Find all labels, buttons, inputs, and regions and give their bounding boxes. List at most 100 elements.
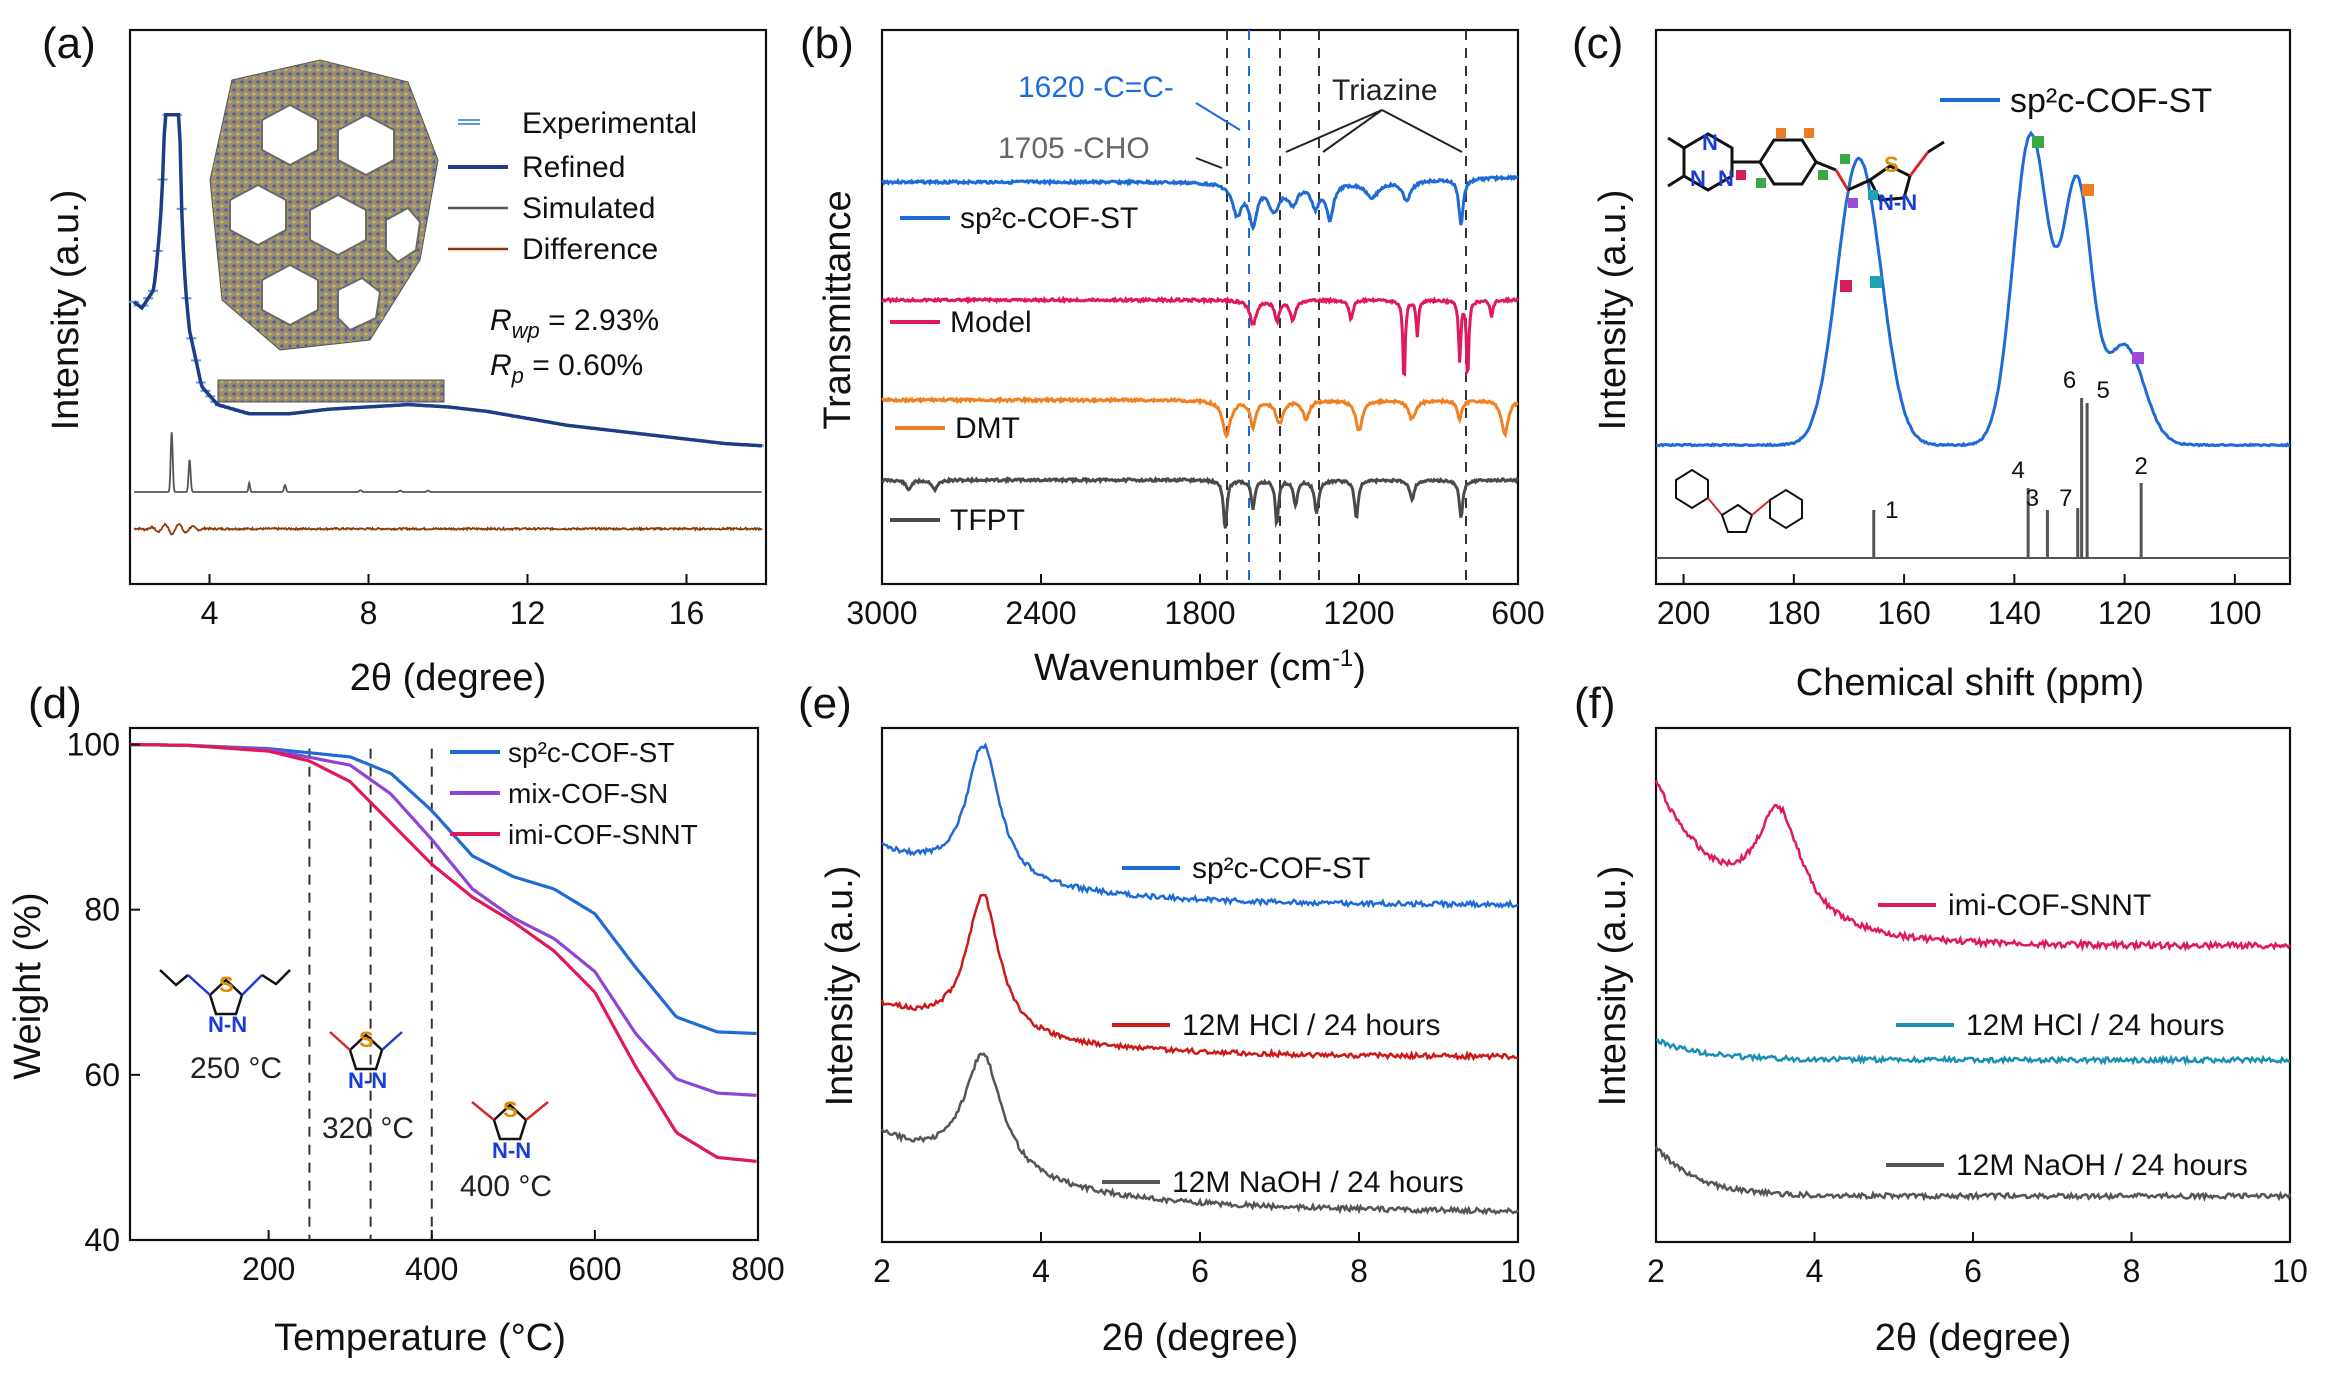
- series-nmr-spectrum: [1655, 130, 2291, 448]
- d-x-tick-label-200: 200: [242, 1251, 295, 1287]
- y-axis-title-b: Transmittance: [817, 190, 859, 429]
- legend-f: imi-COF-SNNT 12M HCl / 24 hours 12M NaOH…: [1878, 889, 2248, 1182]
- a-x-tick-label-8: 8: [360, 595, 378, 631]
- stick-label-3: 3: [2026, 485, 2039, 512]
- legend-label-d-2: imi-COF-SNNT: [508, 819, 698, 850]
- series-refined-line: [132, 113, 763, 448]
- rwp-symbol: R: [490, 304, 512, 337]
- annotation-320: 320 °C: [322, 1112, 414, 1145]
- x5-tick-label-10: 10: [2272, 1253, 2308, 1289]
- legend-item-simulated: Simulated: [448, 192, 655, 225]
- legend-a: Experimental Refined Simulated Differenc…: [448, 107, 697, 266]
- rp-symbol: R: [490, 349, 512, 382]
- molecule-sketches-d: [159, 969, 549, 1141]
- xticks-f: 2 4 6 8 10: [1647, 1232, 2308, 1289]
- panel-f: (f) 2 4 6 8 10 2θ (degree) Intensity (a.u.) …: [1574, 679, 2308, 1359]
- stick-spectrum-c: 1 43 7 6 5 2: [1656, 367, 2290, 559]
- c-x-tick-label-180: 180: [1767, 595, 1820, 631]
- series-group-c: [1655, 130, 2291, 448]
- xticks-e: 2 4 6 8 10: [873, 1232, 1536, 1289]
- xticks-c: 200 180 160 140 120 100: [1657, 574, 2262, 631]
- series-group-b: sp²c-COF-ST Model DMT TFPT: [880, 174, 1520, 537]
- legend-label-f-0: imi-COF-SNNT: [1948, 889, 2151, 922]
- a-x-tick-label-12: 12: [510, 595, 546, 631]
- atom-nn-d-2: N-N: [348, 1068, 387, 1093]
- atom-nn-c: N-N: [1878, 190, 1917, 215]
- x4-tick-label-6: 6: [1191, 1253, 1209, 1289]
- legend-e: sp²c-COF-ST 12M HCl / 24 hours 12M NaOH …: [1102, 852, 1464, 1199]
- panel-label-e: (e): [798, 679, 852, 728]
- x-axis-title-b-main: Wavenumber: [1034, 647, 1259, 689]
- annotation-250: 250 °C: [190, 1052, 282, 1085]
- rwp-annotation: Rwp = 2.93%: [490, 304, 659, 343]
- legend-label-e-1: 12M HCl / 24 hours: [1182, 1009, 1440, 1042]
- triazine-arrows: [1285, 109, 1463, 153]
- y-axis-title-e: Intensity (a.u.): [819, 866, 861, 1107]
- panel-label-f: (f): [1574, 679, 1616, 728]
- b-x-tick-label-1200: 1200: [1323, 595, 1394, 631]
- legend-label-d-1: mix-COF-SN: [508, 778, 668, 809]
- atom-n-2: N: [1690, 166, 1706, 191]
- arrow-1620: [1195, 102, 1241, 131]
- series-group-a: [128, 113, 764, 536]
- x-axis-title-d: Temperature (°C): [274, 1317, 566, 1359]
- atom-s-d-3: S: [503, 1097, 518, 1122]
- legend-label-b-2: DMT: [955, 412, 1020, 445]
- plot-frame-a: [128, 28, 768, 586]
- legend-label-f-2: 12M NaOH / 24 hours: [1956, 1149, 2248, 1182]
- stick-label-4: 4: [2011, 457, 2024, 484]
- atom-s-d-2: S: [359, 1027, 374, 1052]
- xticks-b: 3000 2400 1800 1200 600: [846, 574, 1545, 631]
- molecule-numbering-c: [1675, 468, 1803, 533]
- framework-structure-image: [209, 59, 445, 403]
- d-y-tick-label-40: 40: [84, 1222, 120, 1258]
- atom-n-1: N: [1702, 130, 1718, 155]
- plot-frame-c: [1654, 28, 2292, 586]
- legend-label-difference: Difference: [522, 233, 658, 266]
- x5-tick-label-2: 2: [1647, 1253, 1665, 1289]
- arrow-1705: [1195, 157, 1223, 169]
- plot-frame-d: [128, 726, 760, 1242]
- d-x-tick-label-600: 600: [568, 1251, 621, 1287]
- rp-subscript: p: [511, 363, 524, 388]
- c-x-tick-label-160: 160: [1877, 595, 1930, 631]
- x-axis-title-a: 2θ (degree): [350, 657, 546, 699]
- legend-label-simulated: Simulated: [522, 192, 655, 225]
- molecule-labels-d: S N-N S N-N S N-N: [208, 972, 531, 1163]
- series-difference-line: [133, 522, 763, 536]
- legend-label-d-0: sp²c-COF-ST: [508, 737, 674, 768]
- x-axis-title-e: 2θ (degree): [1102, 1317, 1298, 1359]
- d-y-tick-label-60: 60: [84, 1057, 120, 1093]
- legend-label-e-0: sp²c-COF-ST: [1192, 852, 1370, 885]
- legend-label-f-1: 12M HCl / 24 hours: [1966, 1009, 2224, 1042]
- panel-c: (c) 1 43 7 6 5 2 200 180 160 140 120 100 Chemical …: [1572, 19, 2292, 704]
- stick-label-1: 1: [1885, 497, 1898, 524]
- x-axis-title-b-sup: -1: [1332, 645, 1353, 672]
- panel-label-d: (d): [28, 679, 82, 728]
- legend-label-experimental: Experimental: [522, 107, 697, 140]
- x-axis-title-c: Chemical shift (ppm): [1796, 662, 2144, 704]
- y-axis-title-a: Intensity (a.u.): [45, 190, 87, 431]
- atom-n-3: N: [1718, 166, 1734, 191]
- y-axis-title-f: Intensity (a.u.): [1592, 866, 1634, 1107]
- annotation-1620: 1620 -C=C-: [1018, 71, 1174, 104]
- stick-label-7: 7: [2059, 485, 2072, 512]
- panel-a: (a) 4 8 12 16 2θ (degree) Intensity (a.u.): [42, 19, 768, 699]
- a-x-tick-label-4: 4: [201, 595, 219, 631]
- series-simulated-line: [134, 432, 762, 493]
- series-pxrd-2: [1654, 1146, 2292, 1203]
- y-axis-title-d: Weight (%): [7, 892, 49, 1079]
- panel-e: (e) 2 4 6 8 10 2θ (degree) Intensity (a.u.) …: [798, 679, 1536, 1359]
- legend-item-experimental: Experimental: [458, 107, 697, 140]
- stick-label-2: 2: [2134, 453, 2147, 480]
- series-0-spectrum: [881, 174, 1519, 232]
- panel-label-c: (c): [1572, 19, 1623, 68]
- plot-frame-e: [880, 726, 1520, 1244]
- molecule-structure-c: [1667, 132, 1945, 202]
- legend-label-b-0: sp²c-COF-ST: [960, 202, 1138, 235]
- panel-d: (d) 200 400 600 800 40 60 80 100 Temperature (°…: [7, 679, 785, 1359]
- legend-label-b-1: Model: [950, 306, 1032, 339]
- ticks-d: 200 400 600 800 40 60 80 100: [67, 727, 785, 1287]
- series-pxrd-0: [1654, 779, 2292, 952]
